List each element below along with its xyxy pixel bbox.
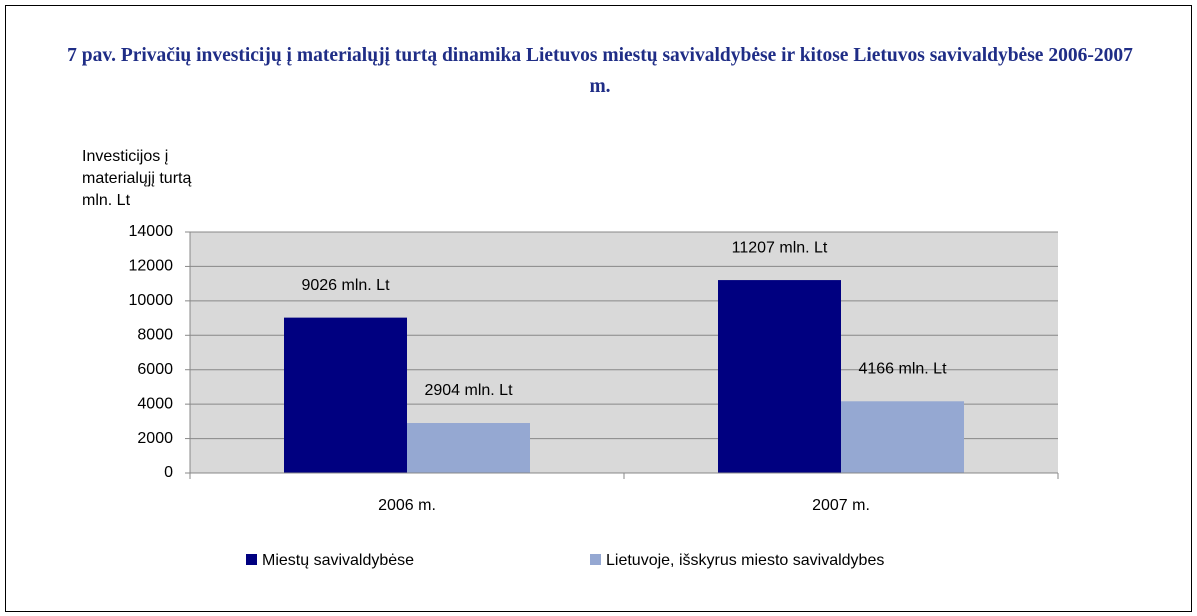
y-tick-label: 2000 bbox=[137, 430, 173, 447]
legend-label: Lietuvoje, išskyrus miesto savivaldybes bbox=[606, 552, 884, 569]
data-label: 2904 mln. Lt bbox=[424, 382, 513, 399]
bar bbox=[718, 280, 841, 473]
data-label: 11207 mln. Lt bbox=[732, 239, 828, 256]
legend-swatch bbox=[246, 554, 257, 565]
data-label: 4166 mln. Lt bbox=[858, 361, 947, 378]
chart-title: 7 pav. Privačių investicijų į materialųj… bbox=[67, 45, 1133, 97]
y-tick-label: 12000 bbox=[129, 258, 174, 275]
x-tick-label: 2006 m. bbox=[378, 497, 436, 514]
y-axis-label: Investicijos į bbox=[82, 148, 168, 165]
y-axis-label: materialųjį turtą bbox=[82, 170, 191, 187]
data-label: 9026 mln. Lt bbox=[301, 277, 390, 294]
y-tick-label: 10000 bbox=[129, 292, 174, 309]
y-tick-label: 6000 bbox=[137, 361, 173, 378]
frame bbox=[5, 5, 1192, 612]
y-tick-label: 0 bbox=[164, 464, 173, 481]
bar bbox=[841, 401, 964, 473]
legend-label: Miestų savivaldybėse bbox=[262, 552, 414, 569]
x-tick-label: 2007 m. bbox=[812, 497, 870, 514]
bar bbox=[407, 423, 530, 473]
bar bbox=[284, 317, 407, 473]
y-tick-label: 8000 bbox=[137, 327, 173, 344]
legend-swatch bbox=[590, 554, 601, 565]
y-tick-label: 4000 bbox=[137, 395, 173, 412]
y-axis-label: mln. Lt bbox=[82, 192, 131, 209]
y-tick-label: 14000 bbox=[129, 223, 174, 240]
